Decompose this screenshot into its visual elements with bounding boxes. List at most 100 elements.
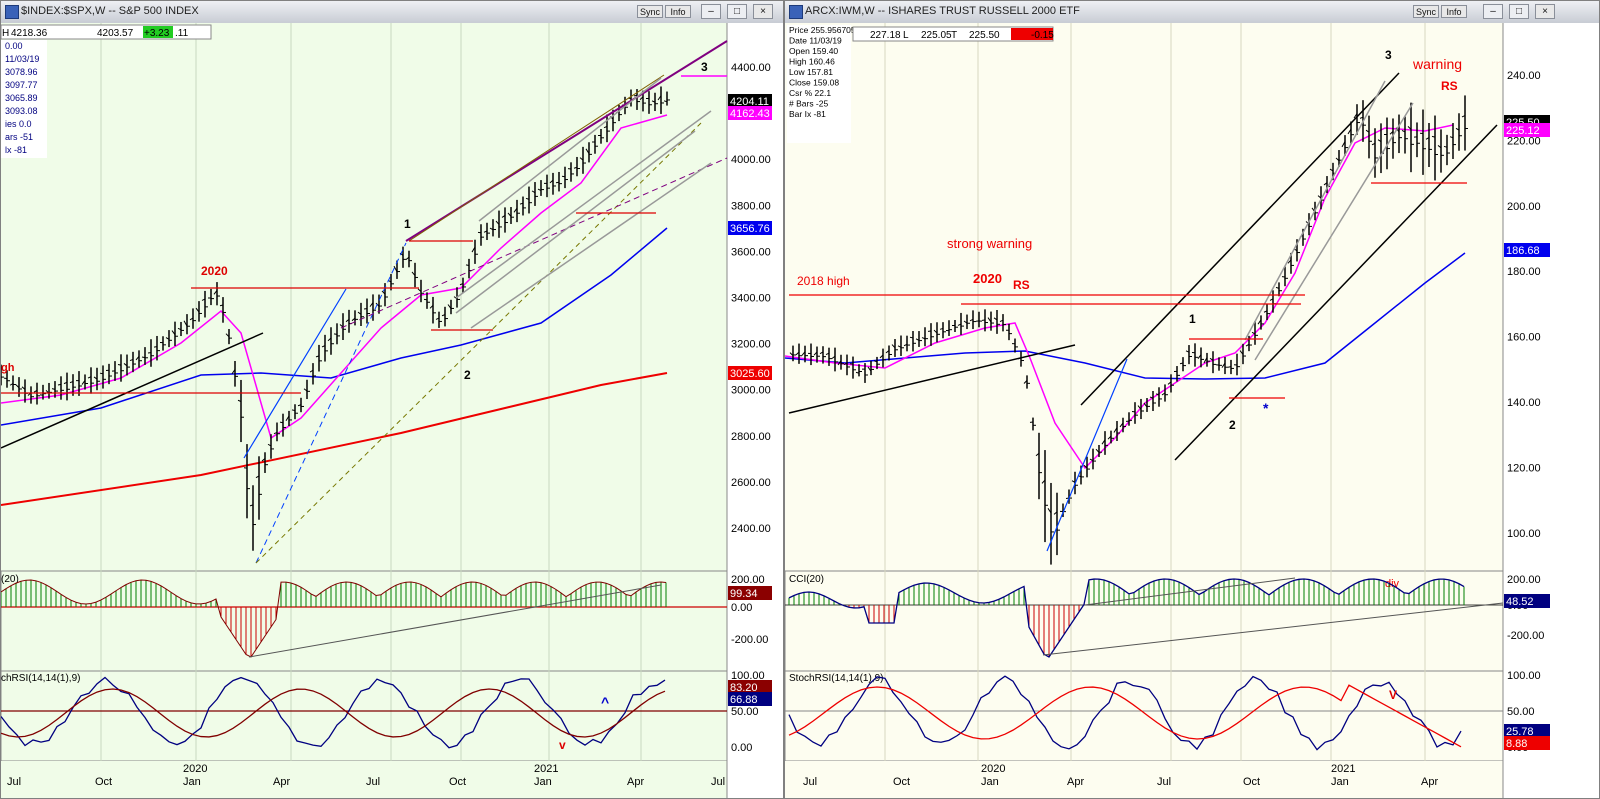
- price-bar-open: [525, 197, 530, 200]
- spx-titlebar[interactable]: $INDEX:$SPX,W -- S&P 500 INDEX Sync Info…: [1, 1, 783, 24]
- price-bar-open: [1179, 362, 1184, 365]
- stochrsi-axis-label: 50.00: [731, 706, 759, 718]
- price-bar-open: [495, 220, 500, 225]
- channel-gray-4: [455, 110, 712, 299]
- maximize-icon[interactable]: □: [1509, 4, 1529, 19]
- price-bar-open: [651, 100, 656, 103]
- stochrsi-d-line: [1, 688, 666, 738]
- price-axis-label: 3600.00: [731, 246, 771, 258]
- price-tag: 186.68: [1506, 245, 1540, 257]
- stochrsi-tag-bg: [1504, 736, 1550, 750]
- price-bar-open: [1143, 402, 1148, 408]
- sync-button[interactable]: Sync: [1413, 5, 1439, 18]
- stochrsi-axis-label: 50.00: [1507, 706, 1535, 718]
- trendline-covid-low: [1046, 358, 1128, 552]
- close-icon[interactable]: ×: [1535, 4, 1555, 19]
- price-bar-open: [915, 338, 920, 341]
- x-axis-label: 2021: [1331, 763, 1355, 775]
- annotation-2020: 2020: [201, 264, 228, 278]
- price-bar-open: [459, 283, 464, 286]
- price-bar-open: [213, 290, 218, 295]
- cci-line: [1, 579, 667, 658]
- price-axis-label: 100.00: [1507, 528, 1541, 540]
- price-bar-open: [795, 351, 800, 356]
- data-window-line: Open 159.40: [789, 46, 838, 56]
- x-axis-label: Jan: [534, 776, 552, 788]
- price-bar-open: [309, 369, 314, 373]
- price-bar-open: [249, 504, 254, 507]
- price-bar-open: [1365, 129, 1370, 133]
- stochrsi-d-line: [788, 684, 1462, 748]
- annotation-star: *: [1263, 400, 1269, 416]
- annotation-2020: 2020: [973, 271, 1002, 286]
- minimize-icon[interactable]: –: [701, 4, 721, 19]
- iwm-window-title: ARCX:IWM,W -- ISHARES TRUST RUSSELL 2000…: [805, 5, 1080, 17]
- price-tag-bg: [728, 94, 772, 108]
- close-icon[interactable]: ×: [753, 4, 773, 19]
- price-bar-open: [1101, 439, 1106, 445]
- price-bar-open: [1161, 392, 1166, 396]
- channel-gray-1: [1244, 80, 1386, 341]
- spx-chart-window[interactable]: $INDEX:$SPX,W -- S&P 500 INDEX Sync Info…: [0, 0, 784, 799]
- data-window-line: Bar Ix -81: [789, 109, 826, 119]
- stochrsi-axis-label: 100.00: [731, 670, 765, 682]
- price-bar-open: [1431, 135, 1436, 138]
- annotation-wave-2: 2: [1229, 418, 1236, 432]
- price-bar-open: [831, 355, 836, 359]
- minimize-icon[interactable]: –: [1483, 4, 1503, 19]
- price-bar-open: [345, 318, 350, 323]
- price-bar-open: [129, 359, 134, 362]
- price-bar-open: [921, 337, 926, 340]
- price-bar-open: [663, 100, 668, 103]
- stochrsi-axis-label: 0.00: [731, 742, 752, 754]
- annotation-warning: warning: [1412, 56, 1462, 72]
- spx-chart[interactable]: 4400.004200.004000.003800.003600.003400.…: [1, 23, 783, 798]
- price-bar-open: [603, 126, 608, 129]
- price-bar-open: [1425, 137, 1430, 140]
- cci-pane-bg: [1, 570, 728, 672]
- price-bar-open: [1239, 350, 1244, 355]
- price-bar-open: [429, 305, 434, 309]
- info-button[interactable]: Info: [1441, 5, 1467, 18]
- price-bar-open: [201, 298, 206, 301]
- iwm-titlebar[interactable]: ARCX:IWM,W -- ISHARES TRUST RUSSELL 2000…: [785, 1, 1599, 24]
- sync-button[interactable]: Sync: [637, 5, 663, 18]
- x-axis-label: Oct: [95, 776, 112, 788]
- price-axis-label: 240.00: [1507, 70, 1541, 82]
- cci-value-tag: 99.34: [730, 588, 758, 600]
- price-bar-open: [441, 314, 446, 317]
- price-bar-open: [15, 384, 20, 389]
- trendline-covid-low: [243, 288, 347, 459]
- data-window-line: 11/03/19: [5, 54, 39, 64]
- cci-axis-label: 200.00: [731, 574, 765, 586]
- price-bar-open: [327, 337, 332, 342]
- price-bar-open: [1107, 435, 1112, 440]
- price-bar-open: [267, 443, 272, 447]
- price-axis-label: 3800.00: [731, 200, 771, 212]
- stochrsi-axis-label: 100.00: [1507, 670, 1541, 682]
- price-pane-bg: [785, 23, 1503, 571]
- price-bar-open: [231, 369, 236, 375]
- price-bar-open: [879, 354, 884, 359]
- price-bar-open: [411, 271, 416, 276]
- price-bar-open: [63, 381, 68, 385]
- data-window-line: # Bars -25: [789, 99, 828, 109]
- price-bar-open: [315, 355, 320, 358]
- iwm-chart[interactable]: 240.00 220.00 200.00 180.00 160.00 140.00 120.…: [785, 23, 1599, 798]
- x-axis-label: 2021: [534, 763, 558, 775]
- stochrsi-tag: 66.88: [730, 694, 758, 706]
- x-axis-label: Apr: [273, 776, 290, 788]
- x-axis-label: Jul: [711, 776, 725, 788]
- stochrsi-mark-v: v: [559, 738, 566, 752]
- data-window-line: 3078.96: [5, 67, 38, 77]
- channel-gray-1: [478, 77, 662, 222]
- price-bar-open: [825, 352, 830, 356]
- cci-value-tag-bg: [1504, 594, 1550, 608]
- price-bar-open: [507, 212, 512, 217]
- maximize-icon[interactable]: □: [727, 4, 747, 19]
- x-axis-label: Apr: [627, 776, 644, 788]
- info-button[interactable]: Info: [665, 5, 691, 18]
- iwm-chart-window[interactable]: ARCX:IWM,W -- ISHARES TRUST RUSSELL 2000…: [784, 0, 1600, 799]
- trendline-2019: [788, 344, 1076, 414]
- price-bar-open: [225, 333, 230, 338]
